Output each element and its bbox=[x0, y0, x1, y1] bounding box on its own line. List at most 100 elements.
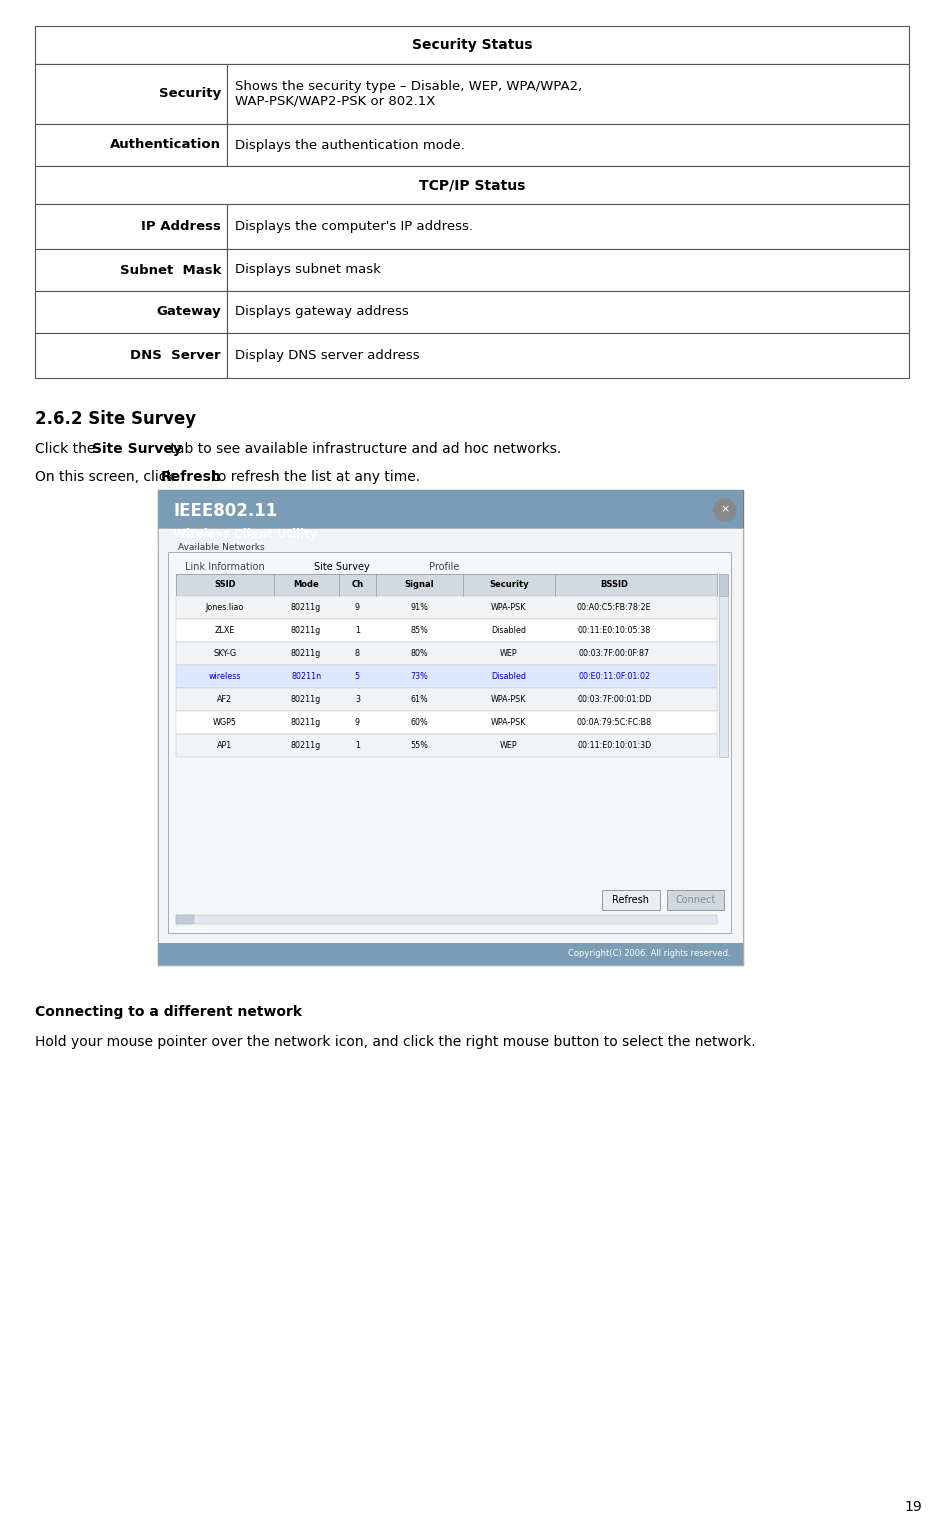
Bar bbox=[718, 573, 727, 757]
Bar bbox=[227, 124, 908, 167]
Text: Gateway: Gateway bbox=[156, 306, 221, 318]
Text: tab to see available infrastructure and ad hoc networks.: tab to see available infrastructure and … bbox=[166, 442, 561, 456]
Text: 85%: 85% bbox=[410, 625, 428, 635]
Text: Display DNS server address: Display DNS server address bbox=[235, 349, 419, 362]
Text: Site Survey: Site Survey bbox=[92, 442, 182, 456]
Bar bbox=[176, 619, 716, 642]
Text: Click the: Click the bbox=[34, 442, 99, 456]
Text: 3: 3 bbox=[354, 696, 360, 703]
Text: BSSID: BSSID bbox=[600, 581, 627, 590]
Bar bbox=[176, 688, 716, 711]
Bar bbox=[158, 489, 742, 965]
Text: WPA-PSK: WPA-PSK bbox=[490, 602, 526, 612]
Text: 00:A0:C5:FB:78:2E: 00:A0:C5:FB:78:2E bbox=[576, 602, 651, 612]
Text: Jones.liao: Jones.liao bbox=[206, 602, 244, 612]
Text: 00:03:7F:00:0F:87: 00:03:7F:00:0F:87 bbox=[578, 648, 649, 657]
Text: Subnet  Mask: Subnet Mask bbox=[120, 263, 221, 277]
Text: 9: 9 bbox=[354, 719, 360, 726]
Text: Wireless Client Utility: Wireless Client Utility bbox=[173, 528, 317, 541]
Text: 91%: 91% bbox=[410, 602, 428, 612]
Text: Displays the computer's IP address.: Displays the computer's IP address. bbox=[235, 220, 472, 232]
Bar bbox=[227, 249, 908, 291]
Bar bbox=[227, 291, 908, 333]
Bar bbox=[718, 573, 727, 596]
Text: 00:11:E0:10:01:3D: 00:11:E0:10:01:3D bbox=[577, 742, 651, 751]
Text: Hold your mouse pointer over the network icon, and click the right mouse button : Hold your mouse pointer over the network… bbox=[34, 1035, 755, 1049]
Bar bbox=[34, 249, 227, 291]
Text: SSID: SSID bbox=[214, 581, 235, 590]
Text: Refresh: Refresh bbox=[161, 469, 222, 485]
Bar bbox=[176, 596, 716, 619]
Bar bbox=[176, 734, 716, 757]
Text: wireless: wireless bbox=[208, 673, 241, 680]
Text: 00:03:7F:00:01:DD: 00:03:7F:00:01:DD bbox=[577, 696, 651, 703]
Text: Refresh: Refresh bbox=[612, 894, 648, 905]
Text: 80211n: 80211n bbox=[290, 673, 321, 680]
Bar bbox=[34, 26, 908, 64]
Text: On this screen, click: On this screen, click bbox=[34, 469, 178, 485]
Text: 80211g: 80211g bbox=[290, 602, 321, 612]
Bar bbox=[227, 64, 908, 124]
Bar bbox=[34, 333, 227, 378]
Text: 8: 8 bbox=[354, 648, 360, 657]
Text: WPA-PSK: WPA-PSK bbox=[490, 719, 526, 726]
Bar bbox=[602, 890, 659, 910]
Text: WEP: WEP bbox=[500, 648, 517, 657]
Bar bbox=[34, 167, 908, 203]
Text: Connect: Connect bbox=[674, 894, 715, 905]
FancyBboxPatch shape bbox=[395, 544, 493, 581]
Text: 19: 19 bbox=[903, 1500, 922, 1514]
Text: DNS  Server: DNS Server bbox=[130, 349, 221, 362]
Text: 80211g: 80211g bbox=[290, 719, 321, 726]
Bar bbox=[34, 291, 227, 333]
FancyBboxPatch shape bbox=[288, 544, 396, 581]
Text: 60%: 60% bbox=[410, 719, 428, 726]
Text: 5: 5 bbox=[354, 673, 360, 680]
Bar bbox=[158, 943, 742, 965]
Text: Shows the security type – Disable, WEP, WPA/WPA2,
WAP-PSK/WAP2-PSK or 802.1X: Shows the security type – Disable, WEP, … bbox=[235, 80, 582, 109]
Bar bbox=[176, 914, 194, 924]
Text: Signal: Signal bbox=[405, 581, 434, 590]
Text: IEEE802.11: IEEE802.11 bbox=[173, 502, 277, 520]
Text: AF2: AF2 bbox=[217, 696, 232, 703]
Bar bbox=[34, 203, 227, 249]
Text: Displays the authentication mode.: Displays the authentication mode. bbox=[235, 139, 465, 151]
Text: Disabled: Disabled bbox=[491, 625, 526, 635]
Bar bbox=[34, 124, 227, 167]
Text: 80211g: 80211g bbox=[290, 696, 321, 703]
Text: WEP: WEP bbox=[500, 742, 517, 751]
Text: Link Information: Link Information bbox=[186, 563, 265, 572]
Text: Authentication: Authentication bbox=[110, 139, 221, 151]
Text: Security Status: Security Status bbox=[411, 38, 531, 52]
Bar bbox=[665, 890, 724, 910]
Text: 80211g: 80211g bbox=[290, 742, 321, 751]
Text: 1: 1 bbox=[354, 742, 360, 751]
Text: WGP5: WGP5 bbox=[212, 719, 237, 726]
Text: Profile: Profile bbox=[428, 563, 459, 572]
Text: ZLXE: ZLXE bbox=[214, 625, 235, 635]
Bar bbox=[34, 64, 227, 124]
Text: to refresh the list at any time.: to refresh the list at any time. bbox=[208, 469, 420, 485]
Text: 9: 9 bbox=[354, 602, 360, 612]
Text: Security: Security bbox=[159, 87, 221, 101]
Text: 2.6.2 Site Survey: 2.6.2 Site Survey bbox=[34, 410, 195, 428]
Text: 73%: 73% bbox=[410, 673, 428, 680]
Bar bbox=[176, 573, 716, 596]
Text: TCP/IP Status: TCP/IP Status bbox=[418, 177, 525, 193]
Bar bbox=[176, 711, 716, 734]
Text: 80%: 80% bbox=[410, 648, 428, 657]
Text: Displays subnet mask: Displays subnet mask bbox=[235, 263, 381, 277]
Bar bbox=[169, 552, 730, 933]
Text: 00:0A:79:5C:FC:B8: 00:0A:79:5C:FC:B8 bbox=[576, 719, 651, 726]
Text: Ch: Ch bbox=[351, 581, 363, 590]
Bar bbox=[227, 203, 908, 249]
Bar bbox=[176, 642, 716, 665]
Text: 1: 1 bbox=[354, 625, 360, 635]
Text: 80211g: 80211g bbox=[290, 648, 321, 657]
Bar bbox=[227, 333, 908, 378]
Bar bbox=[176, 914, 716, 924]
Text: Site Survey: Site Survey bbox=[314, 563, 369, 572]
Bar bbox=[158, 489, 742, 550]
Bar bbox=[176, 665, 716, 688]
Text: 61%: 61% bbox=[410, 696, 428, 703]
